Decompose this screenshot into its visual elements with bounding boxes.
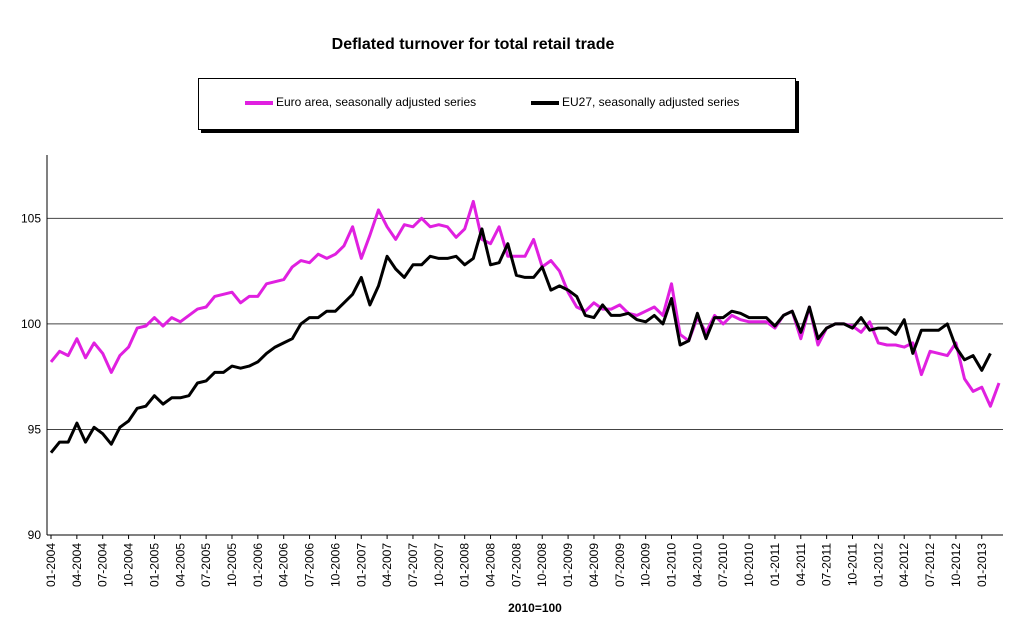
x-tick-label-04-2009: 04-2009 bbox=[587, 543, 601, 587]
series-line-euro-area bbox=[49, 199, 1001, 408]
x-tick-label-07-2010: 07-2010 bbox=[716, 543, 730, 587]
x-tick-label-01-2005: 01-2005 bbox=[147, 543, 161, 587]
x-tick-label-01-2006: 01-2006 bbox=[251, 543, 265, 587]
x-tick-label-07-2005: 07-2005 bbox=[199, 543, 213, 587]
x-tick-label-01-2009: 01-2009 bbox=[561, 543, 575, 587]
x-tick-label-01-2013: 01-2013 bbox=[975, 543, 989, 587]
x-tick-label-04-2004: 04-2004 bbox=[70, 543, 84, 587]
x-tick-label-07-2006: 07-2006 bbox=[303, 543, 317, 587]
x-tick-label-07-2004: 07-2004 bbox=[96, 543, 110, 587]
x-tick-label-04-2006: 04-2006 bbox=[277, 543, 291, 587]
x-tick-label-07-2007: 07-2007 bbox=[406, 543, 420, 587]
legend: Euro area, seasonally adjusted series EU… bbox=[198, 78, 796, 130]
legend-label-euro-area: Euro area, seasonally adjusted series bbox=[276, 95, 477, 109]
x-tick-label-10-2009: 10-2009 bbox=[639, 543, 653, 587]
x-tick-label-04-2011: 04-2011 bbox=[794, 543, 808, 586]
x-tick-label-04-2005: 04-2005 bbox=[173, 543, 187, 587]
x-tick-label-07-2008: 07-2008 bbox=[509, 543, 523, 587]
legend-label-eu27: EU27, seasonally adjusted series bbox=[562, 95, 740, 109]
x-tick-label-01-2012: 01-2012 bbox=[871, 543, 885, 587]
y-tick-label-100: 100 bbox=[21, 317, 41, 331]
x-tick-label-01-2011: 01-2011 bbox=[768, 543, 782, 586]
x-tick-label-07-2012: 07-2012 bbox=[923, 543, 937, 587]
x-tick-label-10-2007: 10-2007 bbox=[432, 543, 446, 587]
x-tick-label-10-2004: 10-2004 bbox=[122, 543, 136, 587]
y-tick-label-105: 105 bbox=[21, 211, 41, 225]
x-tick-label-10-2010: 10-2010 bbox=[742, 543, 756, 587]
legend-item-euro-area: Euro area, seasonally adjusted series bbox=[245, 95, 476, 109]
chart-title: Deflated turnover for total retail trade bbox=[331, 36, 615, 53]
x-tick-label-01-2004: 01-2004 bbox=[44, 543, 58, 587]
x-tick-label-04-2010: 04-2010 bbox=[690, 543, 704, 587]
x-tick-label-10-2006: 10-2006 bbox=[328, 543, 342, 587]
x-tick-label-01-2007: 01-2007 bbox=[354, 543, 368, 587]
x-tick-label-01-2008: 01-2008 bbox=[458, 543, 472, 587]
x-tick-label-04-2007: 04-2007 bbox=[380, 543, 394, 587]
x-tick-label-01-2010: 01-2010 bbox=[665, 543, 679, 587]
x-tick-label-10-2008: 10-2008 bbox=[535, 543, 549, 587]
legend-swatch-eu27 bbox=[531, 100, 559, 105]
x-tick-label-07-2009: 07-2009 bbox=[613, 543, 627, 587]
legend-swatch-euro-area bbox=[245, 100, 273, 105]
x-tick-label-07-2011: 07-2011 bbox=[820, 543, 834, 586]
base-year-note: 2010=100 bbox=[508, 601, 562, 615]
x-tick-label-04-2008: 04-2008 bbox=[484, 543, 498, 587]
x-tick-label-10-2005: 10-2005 bbox=[225, 543, 239, 587]
y-tick-label-90: 90 bbox=[28, 528, 42, 542]
series-line-eu27 bbox=[49, 227, 992, 454]
y-tick-label-95: 95 bbox=[28, 422, 42, 436]
x-tick-label-10-2012: 10-2012 bbox=[949, 543, 963, 587]
legend-item-eu27: EU27, seasonally adjusted series bbox=[531, 95, 739, 109]
x-tick-label-10-2011: 10-2011 bbox=[845, 543, 859, 586]
x-tick-label-04-2012: 04-2012 bbox=[897, 543, 911, 587]
